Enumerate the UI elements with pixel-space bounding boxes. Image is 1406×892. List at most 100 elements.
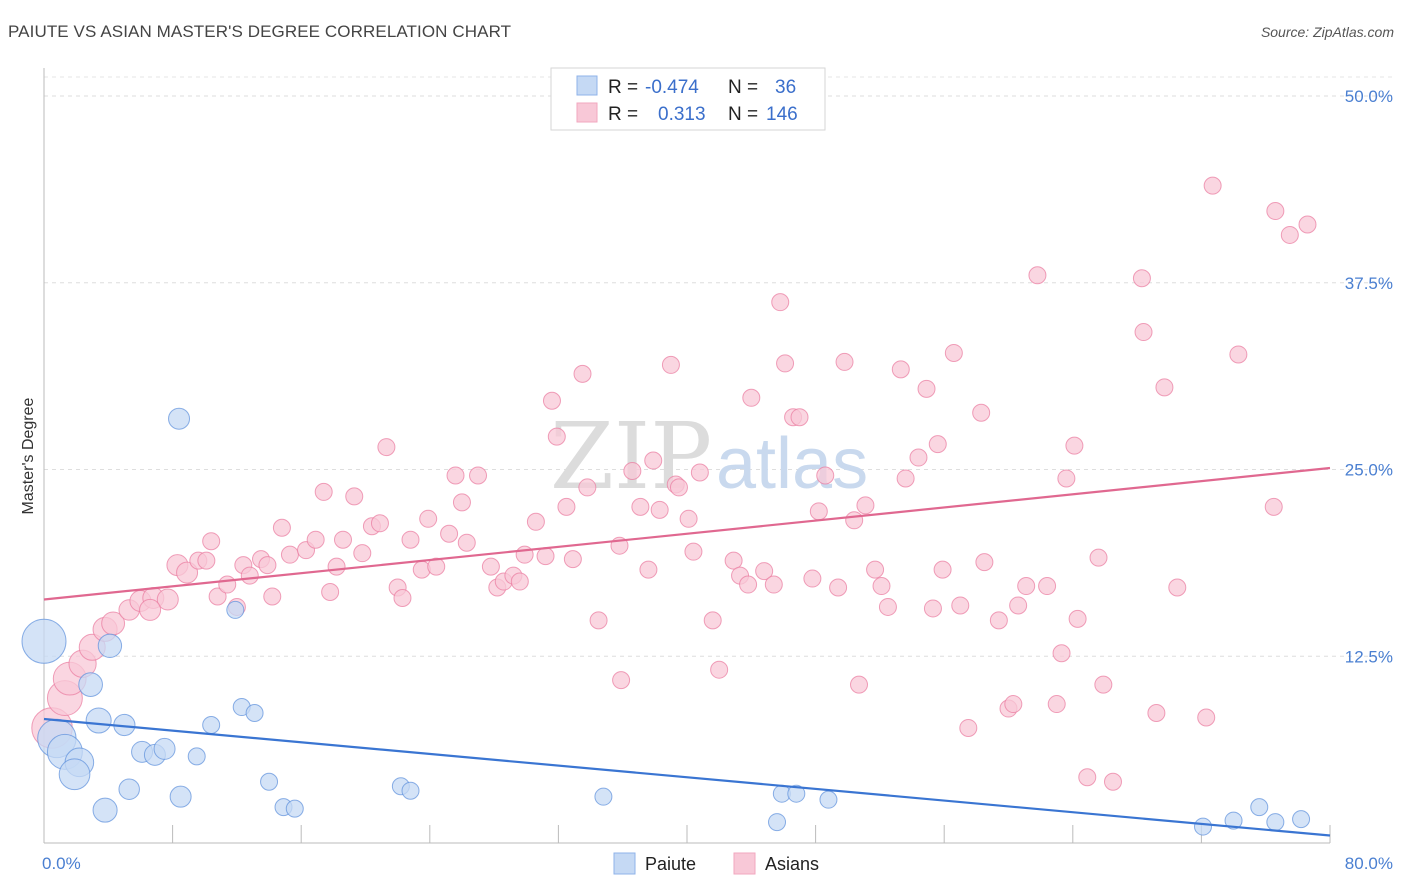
asians-point-121 [1057, 469, 1076, 488]
asians-point-46 [452, 493, 471, 512]
asians-point-84 [764, 575, 783, 594]
bottom-legend-swatch-asians [733, 852, 756, 875]
asians-point-86 [776, 354, 795, 373]
paiute-point-12 [153, 737, 176, 760]
legend-r-value-asians: 0.313 [658, 104, 706, 125]
legend-r-label-paiute: R = [608, 77, 638, 98]
paiute-point-25 [401, 781, 420, 800]
asians-point-119 [1047, 695, 1066, 714]
asians-point-39 [393, 588, 412, 607]
asians-point-16 [202, 532, 221, 551]
paiute-point-35 [1292, 810, 1311, 829]
asians-point-94 [845, 511, 864, 530]
asians-point-115 [1009, 596, 1028, 615]
asians-point-47 [457, 533, 476, 552]
asians-point-135 [1229, 345, 1248, 364]
asians-point-81 [739, 575, 758, 594]
paiute-point-2 [97, 633, 123, 658]
watermark: ZIP atlas [550, 403, 868, 510]
y-tick-label-3: 50.0% [1345, 87, 1393, 106]
asians-point-55 [526, 512, 545, 531]
asians-point-91 [816, 466, 835, 485]
paiute-point-30 [768, 813, 787, 832]
asians-point-82 [742, 388, 761, 407]
paiute-point-1 [168, 407, 191, 430]
asians-point-130 [1147, 704, 1166, 723]
asians-point-97 [866, 560, 885, 579]
asians-point-74 [679, 509, 698, 528]
asians-point-79 [724, 551, 743, 570]
asians-point-100 [891, 360, 910, 379]
asians-point-11 [139, 598, 162, 621]
legend-r-label-asians: R = [608, 104, 638, 125]
asians-point-114 [1004, 695, 1023, 714]
asians-point-58 [547, 427, 566, 446]
asians-point-61 [573, 364, 592, 383]
y-tick-label-1: 25.0% [1345, 461, 1393, 480]
asians-point-93 [835, 352, 854, 371]
asians-point-17 [208, 587, 227, 606]
asians-point-57 [542, 391, 561, 410]
asians-point-123 [1068, 609, 1087, 628]
asians-point-41 [412, 560, 431, 579]
asians-point-73 [669, 478, 688, 497]
bottom-legend-label-asians: Asians [765, 854, 819, 874]
asians-point-134 [1197, 708, 1216, 727]
asians-point-28 [306, 530, 325, 549]
legend-n-value-paiute: 36 [775, 77, 796, 98]
paiute-point-33 [1250, 798, 1269, 817]
paiute-point-23 [285, 799, 304, 818]
asians-point-66 [623, 461, 642, 480]
asians-point-77 [703, 611, 722, 630]
asians-point-10 [156, 588, 179, 611]
legend-n-label-paiute: N = [728, 77, 758, 98]
asians-point-43 [427, 557, 446, 576]
asians-point-106 [933, 560, 952, 579]
paiute-point-9 [58, 758, 91, 791]
paiute-point-34 [1266, 813, 1285, 832]
asians-point-102 [909, 448, 928, 467]
asians-point-126 [1094, 675, 1113, 694]
asians-point-112 [989, 611, 1008, 630]
asians-point-67 [631, 497, 650, 516]
x-tick-label-1: 80.0% [1345, 854, 1393, 873]
asians-point-129 [1134, 323, 1153, 342]
paiute-point-17 [226, 600, 245, 619]
asians-point-124 [1078, 768, 1097, 787]
paiute-point-16 [245, 704, 264, 723]
asians-point-40 [401, 530, 420, 549]
asians-point-65 [612, 671, 631, 690]
asians-point-108 [951, 596, 970, 615]
correlation-legend: R = -0.474 N = 36 R = 0.313 N = 146 [550, 67, 826, 131]
asians-point-69 [644, 451, 663, 470]
legend-r-value-paiute: -0.474 [645, 77, 699, 98]
x-tick-label-0: 0.0% [42, 854, 81, 873]
paiute-point-0 [21, 618, 67, 664]
asians-point-32 [314, 482, 333, 501]
asians-point-133 [1203, 176, 1222, 195]
asians-point-76 [690, 463, 709, 482]
asians-point-68 [639, 560, 658, 579]
asians-point-24 [263, 587, 282, 606]
asians-point-42 [419, 509, 438, 528]
asians-point-122 [1065, 436, 1084, 455]
paiute-point-32 [1224, 811, 1243, 830]
series-paiute-points [21, 407, 1311, 836]
watermark-zip: ZIP [550, 403, 712, 510]
asians-point-128 [1132, 269, 1151, 288]
asians-point-103 [917, 379, 936, 398]
asians-point-138 [1280, 225, 1299, 244]
asians-point-49 [481, 557, 500, 576]
bottom-legend-label-paiute: Paiute [645, 854, 696, 874]
tick-labels: 12.5% 25.0% 37.5% 50.0% 0.0% 80.0% [42, 87, 1393, 873]
asians-point-62 [578, 478, 597, 497]
asians-point-92 [829, 578, 848, 597]
asians-point-34 [353, 544, 372, 563]
asians-point-71 [661, 355, 680, 374]
asians-point-98 [872, 577, 891, 596]
paiute-point-13 [187, 747, 206, 766]
trend-lines [43, 466, 1331, 837]
asians-point-63 [589, 611, 608, 630]
asians-point-139 [1298, 215, 1317, 234]
series-asians-points [31, 176, 1317, 791]
